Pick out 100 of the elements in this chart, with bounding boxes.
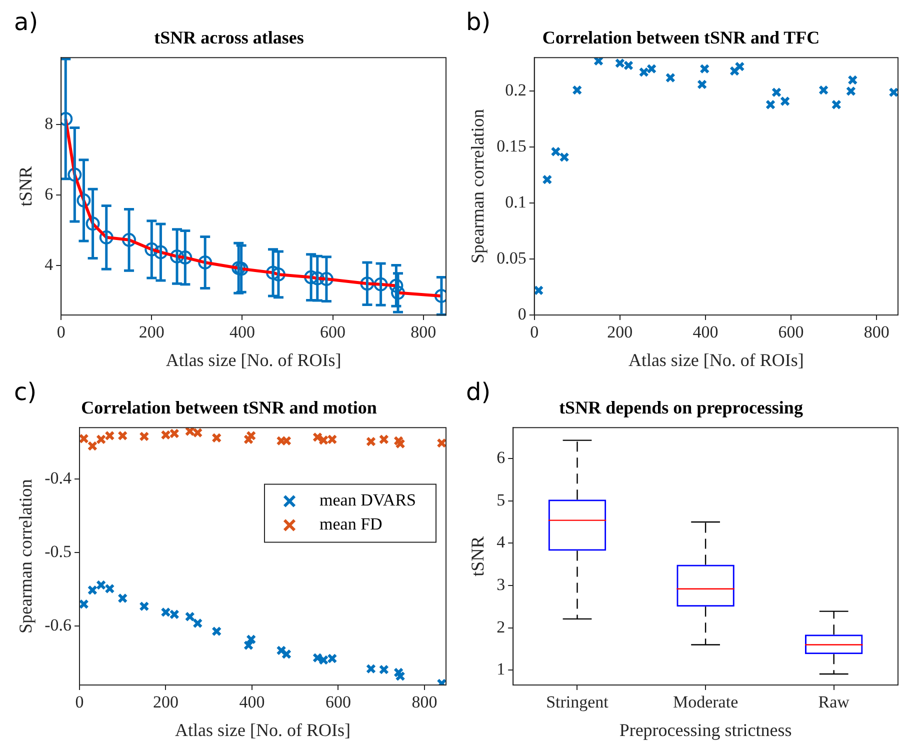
point xyxy=(319,272,334,286)
point xyxy=(327,434,338,444)
x-axis-title: Atlas size [No. of ROIs] xyxy=(166,350,342,370)
y-tick-label: 3 xyxy=(496,574,506,594)
y-tick-label: 0.1 xyxy=(505,192,526,212)
point xyxy=(366,664,376,674)
point xyxy=(76,193,91,208)
x-tick-label: 200 xyxy=(607,322,633,342)
point xyxy=(304,270,318,284)
point xyxy=(271,267,286,282)
x-tick-label: 800 xyxy=(864,322,890,342)
chart-title: Correlation between tSNR and TFC xyxy=(542,27,820,48)
y-tick-label: -0.5 xyxy=(44,542,72,562)
point xyxy=(212,626,222,636)
x-tick-label: 0 xyxy=(75,692,84,712)
x-tick-label: 400 xyxy=(239,692,265,712)
point xyxy=(593,58,604,66)
point xyxy=(395,671,406,682)
point xyxy=(96,434,106,444)
text: d) xyxy=(466,378,491,406)
point xyxy=(139,431,150,442)
point xyxy=(160,430,171,440)
x-tick-label: Stringent xyxy=(546,692,609,712)
x-tick-label: 800 xyxy=(412,692,438,712)
point xyxy=(327,653,338,664)
x-tick-label: 600 xyxy=(325,692,351,712)
point xyxy=(734,62,745,72)
point xyxy=(87,585,98,596)
point xyxy=(818,85,829,96)
point xyxy=(178,250,192,265)
point xyxy=(170,249,184,264)
point xyxy=(198,255,212,270)
point xyxy=(118,430,128,441)
point xyxy=(318,435,329,446)
point xyxy=(318,654,329,666)
point xyxy=(276,436,286,446)
point xyxy=(572,85,582,96)
point xyxy=(730,66,740,76)
point xyxy=(118,593,128,604)
point xyxy=(312,652,323,663)
point xyxy=(366,436,376,447)
y-tick-label: -0.4 xyxy=(44,468,72,488)
chart-title: Correlation between tSNR and motion xyxy=(81,397,377,418)
point xyxy=(831,100,842,110)
y-tick-label: 6 xyxy=(496,448,506,467)
point xyxy=(360,276,374,291)
point xyxy=(144,242,159,256)
point xyxy=(389,278,404,293)
chart-title: tSNR depends on preprocessing xyxy=(559,397,803,418)
x-axis-title: Preprocessing strictness xyxy=(619,720,792,740)
point xyxy=(394,667,404,678)
y-tick-label: 4 xyxy=(496,532,506,552)
y-axis-title: Spearman correlation xyxy=(468,109,488,264)
point xyxy=(395,438,406,449)
point xyxy=(192,428,203,438)
x-tick-label: 600 xyxy=(778,322,804,342)
point xyxy=(771,87,782,98)
point xyxy=(614,58,625,68)
point xyxy=(212,432,222,443)
y-axis-title: tSNR xyxy=(16,166,36,206)
text: c) xyxy=(14,378,37,406)
y-tick-label: 8 xyxy=(44,114,54,134)
point xyxy=(96,580,106,590)
y-tick-label: 0.15 xyxy=(496,136,526,156)
point xyxy=(559,152,570,162)
x-tick-label: Raw xyxy=(818,692,850,712)
point xyxy=(68,168,82,182)
x-tick-label: 400 xyxy=(229,322,255,342)
point xyxy=(436,438,446,448)
point xyxy=(139,601,150,612)
point xyxy=(765,100,776,110)
point xyxy=(534,285,544,296)
x-tick-label: Moderate xyxy=(672,692,738,712)
y-axis-title: Spearman correlation xyxy=(16,479,36,634)
point xyxy=(378,434,389,444)
point xyxy=(780,96,790,106)
point xyxy=(623,60,634,70)
point xyxy=(697,79,708,90)
point xyxy=(391,286,405,300)
point xyxy=(638,67,649,78)
point xyxy=(122,232,136,247)
x-tick-label: 600 xyxy=(320,322,346,342)
text: a) xyxy=(14,8,38,36)
point xyxy=(104,430,115,441)
x-axis-title: Atlas size [No. of ROIs] xyxy=(628,350,804,370)
point xyxy=(86,216,100,231)
point xyxy=(266,266,280,280)
x-tick-label: 800 xyxy=(410,322,436,342)
point xyxy=(374,277,388,292)
point xyxy=(378,664,389,675)
legend-label: mean FD xyxy=(320,514,382,534)
point xyxy=(281,649,292,660)
point xyxy=(246,430,256,441)
point xyxy=(394,436,404,446)
point xyxy=(276,645,286,656)
y-tick-label: 4 xyxy=(44,255,54,274)
x-tick-label: 200 xyxy=(152,692,178,712)
y-tick-label: 6 xyxy=(44,184,54,204)
point xyxy=(646,64,657,74)
point xyxy=(184,612,195,622)
